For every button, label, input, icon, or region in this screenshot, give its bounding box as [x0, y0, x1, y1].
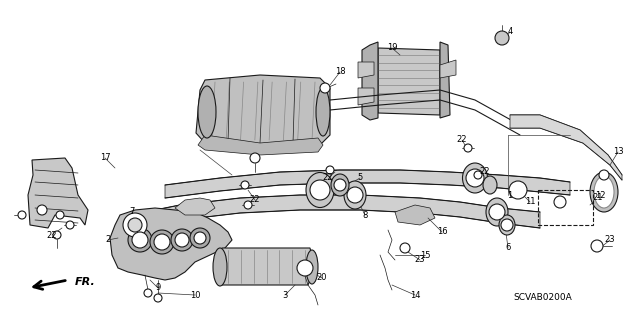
Circle shape [599, 170, 609, 180]
Circle shape [144, 289, 152, 297]
Circle shape [501, 219, 513, 231]
Ellipse shape [463, 163, 488, 193]
Polygon shape [395, 205, 435, 225]
Text: 22: 22 [457, 136, 467, 145]
Ellipse shape [316, 88, 330, 136]
Circle shape [466, 169, 484, 187]
Circle shape [132, 232, 148, 248]
Ellipse shape [331, 174, 349, 196]
Text: 10: 10 [189, 291, 200, 300]
Polygon shape [198, 135, 323, 155]
Circle shape [310, 180, 330, 200]
Circle shape [464, 144, 472, 152]
Polygon shape [358, 62, 374, 78]
Text: 21: 21 [593, 194, 604, 203]
Ellipse shape [594, 176, 614, 208]
Circle shape [326, 166, 334, 174]
Circle shape [194, 232, 206, 244]
Polygon shape [175, 198, 215, 215]
Circle shape [37, 205, 47, 215]
Circle shape [154, 234, 170, 250]
Text: 18: 18 [335, 68, 346, 77]
Text: 23: 23 [415, 256, 426, 264]
Circle shape [495, 31, 509, 45]
Circle shape [175, 233, 189, 247]
Polygon shape [196, 75, 330, 148]
Text: 4: 4 [508, 27, 513, 36]
Circle shape [128, 218, 142, 232]
Circle shape [554, 196, 566, 208]
Circle shape [244, 201, 252, 209]
Circle shape [66, 221, 74, 229]
Ellipse shape [306, 173, 334, 207]
Text: 23: 23 [605, 235, 615, 244]
Text: 13: 13 [612, 147, 623, 157]
Circle shape [53, 231, 61, 239]
Text: 22: 22 [323, 174, 333, 182]
Text: 11: 11 [525, 197, 535, 206]
Text: 17: 17 [100, 153, 110, 162]
Circle shape [489, 204, 505, 220]
Text: 22: 22 [47, 231, 57, 240]
Circle shape [150, 230, 174, 254]
Text: 15: 15 [420, 250, 430, 259]
Ellipse shape [213, 248, 227, 286]
Circle shape [154, 294, 162, 302]
Circle shape [56, 211, 64, 219]
Circle shape [474, 171, 482, 179]
Polygon shape [510, 115, 622, 180]
Text: 12: 12 [595, 190, 605, 199]
Ellipse shape [483, 176, 497, 194]
Text: 3: 3 [282, 291, 288, 300]
Text: 20: 20 [317, 273, 327, 283]
Polygon shape [440, 42, 450, 118]
Text: SCVAB0200A: SCVAB0200A [514, 293, 572, 302]
Text: 14: 14 [410, 291, 420, 300]
Ellipse shape [198, 86, 216, 138]
Circle shape [128, 228, 152, 252]
Text: 22: 22 [250, 196, 260, 204]
Ellipse shape [486, 198, 508, 226]
Circle shape [509, 181, 527, 199]
Polygon shape [358, 88, 374, 105]
Polygon shape [378, 48, 440, 115]
Polygon shape [130, 195, 540, 230]
Text: 6: 6 [506, 243, 511, 253]
Polygon shape [28, 158, 88, 228]
Circle shape [190, 228, 210, 248]
Polygon shape [165, 170, 570, 198]
Polygon shape [110, 208, 232, 280]
Text: 16: 16 [436, 227, 447, 236]
Bar [538, 190, 593, 225]
Circle shape [297, 260, 313, 276]
Circle shape [347, 187, 363, 203]
Polygon shape [440, 60, 456, 78]
Text: 1: 1 [508, 190, 513, 199]
Text: 5: 5 [357, 174, 363, 182]
Text: 22: 22 [480, 167, 490, 176]
Ellipse shape [499, 215, 515, 235]
Ellipse shape [590, 172, 618, 212]
Circle shape [400, 243, 410, 253]
Text: 19: 19 [387, 43, 397, 53]
Text: 8: 8 [362, 211, 368, 219]
Text: 9: 9 [156, 284, 161, 293]
Circle shape [18, 211, 26, 219]
Circle shape [123, 213, 147, 237]
Circle shape [334, 179, 346, 191]
Circle shape [591, 240, 603, 252]
Ellipse shape [306, 250, 318, 284]
Circle shape [250, 153, 260, 163]
Text: FR.: FR. [75, 277, 96, 287]
Text: 2: 2 [106, 235, 111, 244]
Ellipse shape [344, 181, 366, 209]
Polygon shape [215, 248, 315, 285]
Circle shape [320, 83, 330, 93]
Circle shape [171, 229, 193, 251]
Polygon shape [362, 42, 378, 120]
Text: 7: 7 [129, 207, 134, 217]
Circle shape [241, 181, 249, 189]
